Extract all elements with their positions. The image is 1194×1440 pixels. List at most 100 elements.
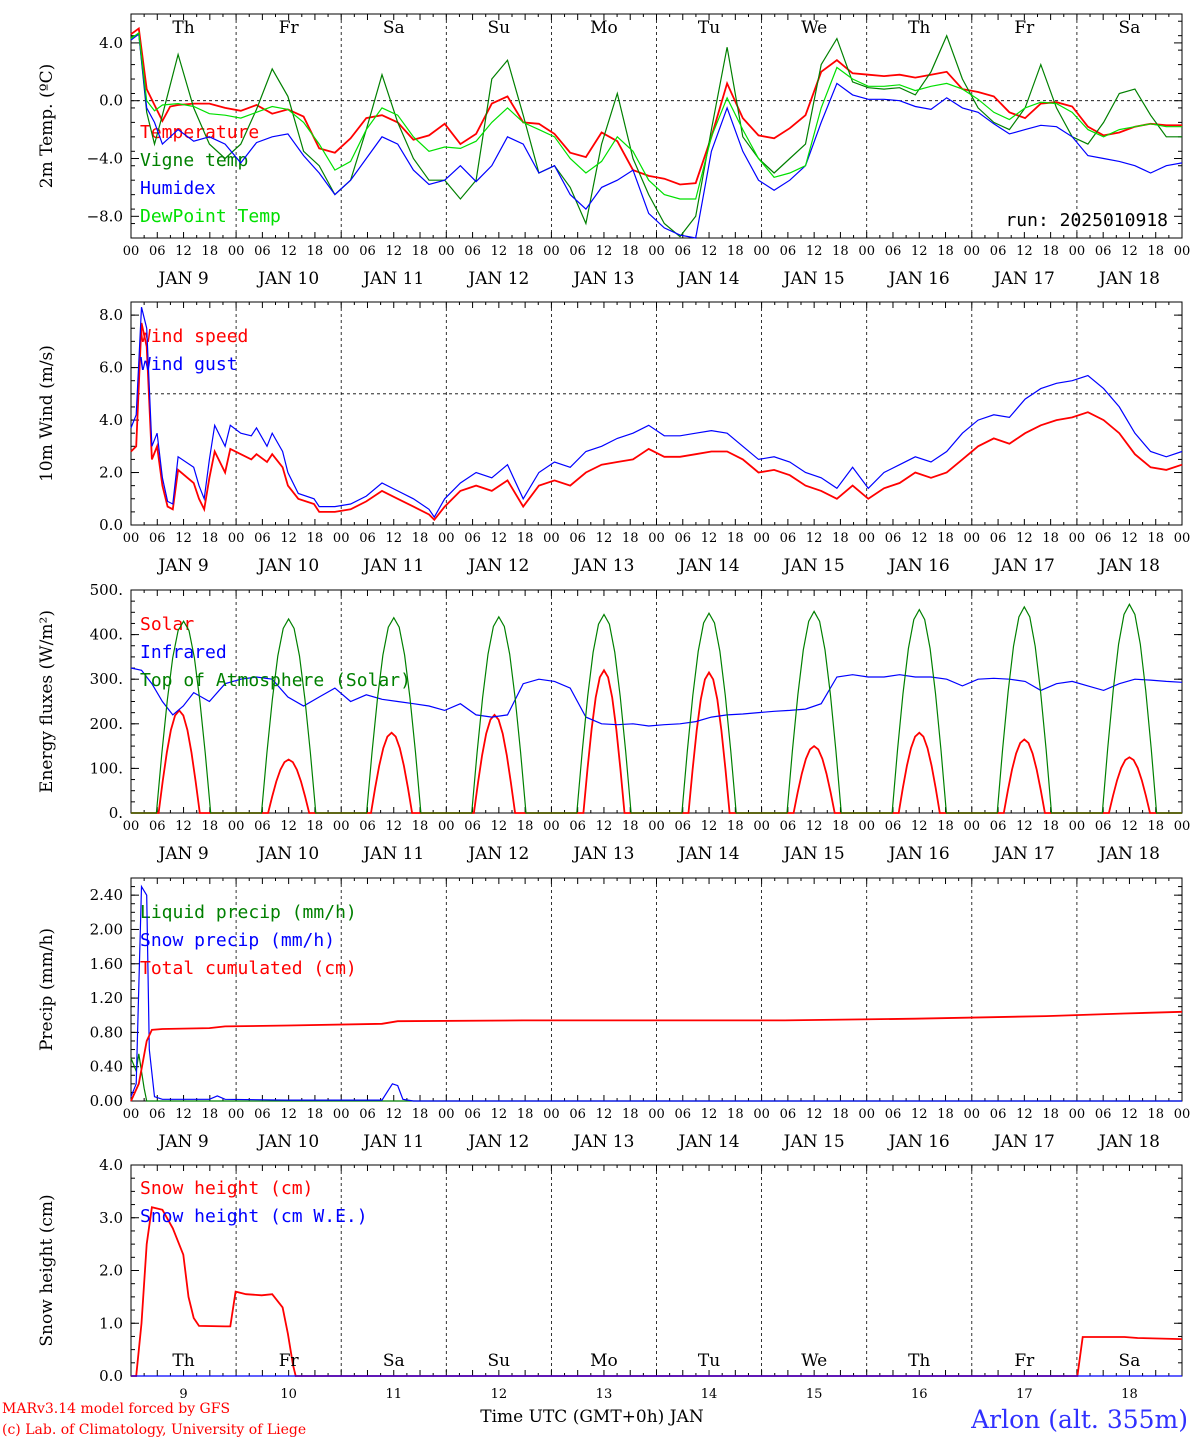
- hour-label: 00: [123, 531, 140, 546]
- date-label: JAN 10: [256, 844, 319, 864]
- y-tick-label: 200.: [90, 715, 123, 733]
- hour-label: 12: [596, 819, 613, 834]
- hour-label: 12: [596, 1107, 613, 1122]
- hour-label: 12: [911, 1107, 928, 1122]
- hour-label: 12: [175, 244, 192, 259]
- legend-entry: DewPoint Temp: [140, 206, 281, 227]
- y-tick-label: 0.0: [99, 1367, 123, 1385]
- hour-label: 18: [412, 1107, 429, 1122]
- hour-label: 00: [858, 531, 875, 546]
- hour-label: 18: [202, 531, 219, 546]
- hour-label: 18: [937, 1107, 954, 1122]
- hour-label: 12: [280, 244, 297, 259]
- y-tick-label: 100.: [90, 759, 123, 777]
- date-label: JAN 15: [782, 1132, 845, 1152]
- hour-label: 00: [648, 531, 665, 546]
- hour-label: 00: [543, 1107, 560, 1122]
- date-label: JAN 14: [677, 844, 740, 864]
- hour-label: 12: [911, 244, 928, 259]
- hour-label: 12: [1121, 531, 1138, 546]
- hour-label: 06: [149, 819, 166, 834]
- date-label: JAN 9: [156, 1132, 208, 1152]
- series-line-3: [130, 31, 1182, 200]
- legend-entry: Snow height (cm): [140, 1178, 313, 1199]
- hour-label: 00: [333, 531, 350, 546]
- hour-label: 12: [701, 1107, 718, 1122]
- legend-entry: Snow precip (mm/h): [140, 930, 335, 951]
- hour-label: 18: [1042, 819, 1059, 834]
- hour-label: 00: [1069, 244, 1086, 259]
- weekday-label: Su: [488, 18, 511, 38]
- hour-label: 18: [727, 1107, 744, 1122]
- date-label: 14: [701, 1387, 718, 1402]
- hour-label: 12: [911, 819, 928, 834]
- y-tick-label: 0.40: [90, 1058, 123, 1076]
- hour-label: 18: [1042, 531, 1059, 546]
- hour-label: 18: [202, 1107, 219, 1122]
- hour-label: 06: [990, 244, 1007, 259]
- hour-label: 18: [517, 244, 534, 259]
- hour-label: 06: [464, 244, 481, 259]
- date-label: 17: [1016, 1387, 1033, 1402]
- date-label: JAN 18: [1097, 1132, 1160, 1152]
- hour-label: 18: [832, 1107, 849, 1122]
- date-label: JAN 18: [1097, 269, 1160, 289]
- date-label: 11: [385, 1387, 402, 1402]
- hour-label: 12: [806, 819, 823, 834]
- hour-label: 06: [569, 531, 586, 546]
- hour-label: 06: [254, 531, 271, 546]
- hour-label: 00: [123, 1107, 140, 1122]
- hour-label: 06: [885, 819, 902, 834]
- hour-label: 00: [333, 819, 350, 834]
- weekday-label: Su: [488, 1351, 511, 1371]
- legend-entry: Wind gust: [140, 354, 238, 375]
- hour-label: 06: [569, 1107, 586, 1122]
- hour-label: 12: [491, 1107, 508, 1122]
- hour-label: 18: [727, 244, 744, 259]
- hour-label: 06: [359, 244, 376, 259]
- hour-label: 00: [543, 531, 560, 546]
- date-label: JAN 9: [156, 556, 208, 576]
- date-label: JAN 14: [677, 1132, 740, 1152]
- date-label: 18: [1121, 1387, 1138, 1402]
- y-tick-label: 4.0: [99, 1156, 123, 1174]
- date-label: JAN 15: [782, 844, 845, 864]
- date-label: JAN 14: [677, 556, 740, 576]
- hour-label: 06: [675, 1107, 692, 1122]
- hour-label: 00: [648, 819, 665, 834]
- hour-label: 06: [885, 244, 902, 259]
- hour-label: 12: [701, 531, 718, 546]
- hour-label: 18: [1147, 531, 1164, 546]
- hour-label: 06: [990, 819, 1007, 834]
- hour-label: 12: [596, 531, 613, 546]
- hour-label: 00: [1069, 531, 1086, 546]
- hour-label: 18: [937, 244, 954, 259]
- hour-label: 18: [412, 819, 429, 834]
- hour-label: 18: [937, 531, 954, 546]
- weekday-label: Mo: [590, 18, 618, 38]
- hour-label: 00: [123, 244, 140, 259]
- hour-label: 18: [202, 819, 219, 834]
- weekday-label: Th: [908, 18, 930, 38]
- hour-label: 00: [964, 244, 981, 259]
- hour-label: 06: [780, 531, 797, 546]
- hour-label: 18: [517, 531, 534, 546]
- hour-label: 18: [517, 819, 534, 834]
- hour-label: 12: [806, 531, 823, 546]
- legend-entry: Humidex: [140, 178, 216, 199]
- hour-label: 00: [438, 244, 455, 259]
- hour-label: 12: [280, 531, 297, 546]
- hour-label: 18: [307, 531, 324, 546]
- date-label: 9: [179, 1387, 187, 1402]
- hour-label: 00: [964, 819, 981, 834]
- weekday-label: Th: [172, 1351, 194, 1371]
- hour-label: 18: [307, 1107, 324, 1122]
- hour-label: 06: [569, 819, 586, 834]
- date-label: JAN 17: [992, 1132, 1055, 1152]
- hour-label: 00: [648, 244, 665, 259]
- hour-label: 18: [622, 531, 639, 546]
- hour-label: 06: [675, 819, 692, 834]
- plot-frame: [130, 301, 1183, 526]
- date-label: 10: [280, 1387, 297, 1402]
